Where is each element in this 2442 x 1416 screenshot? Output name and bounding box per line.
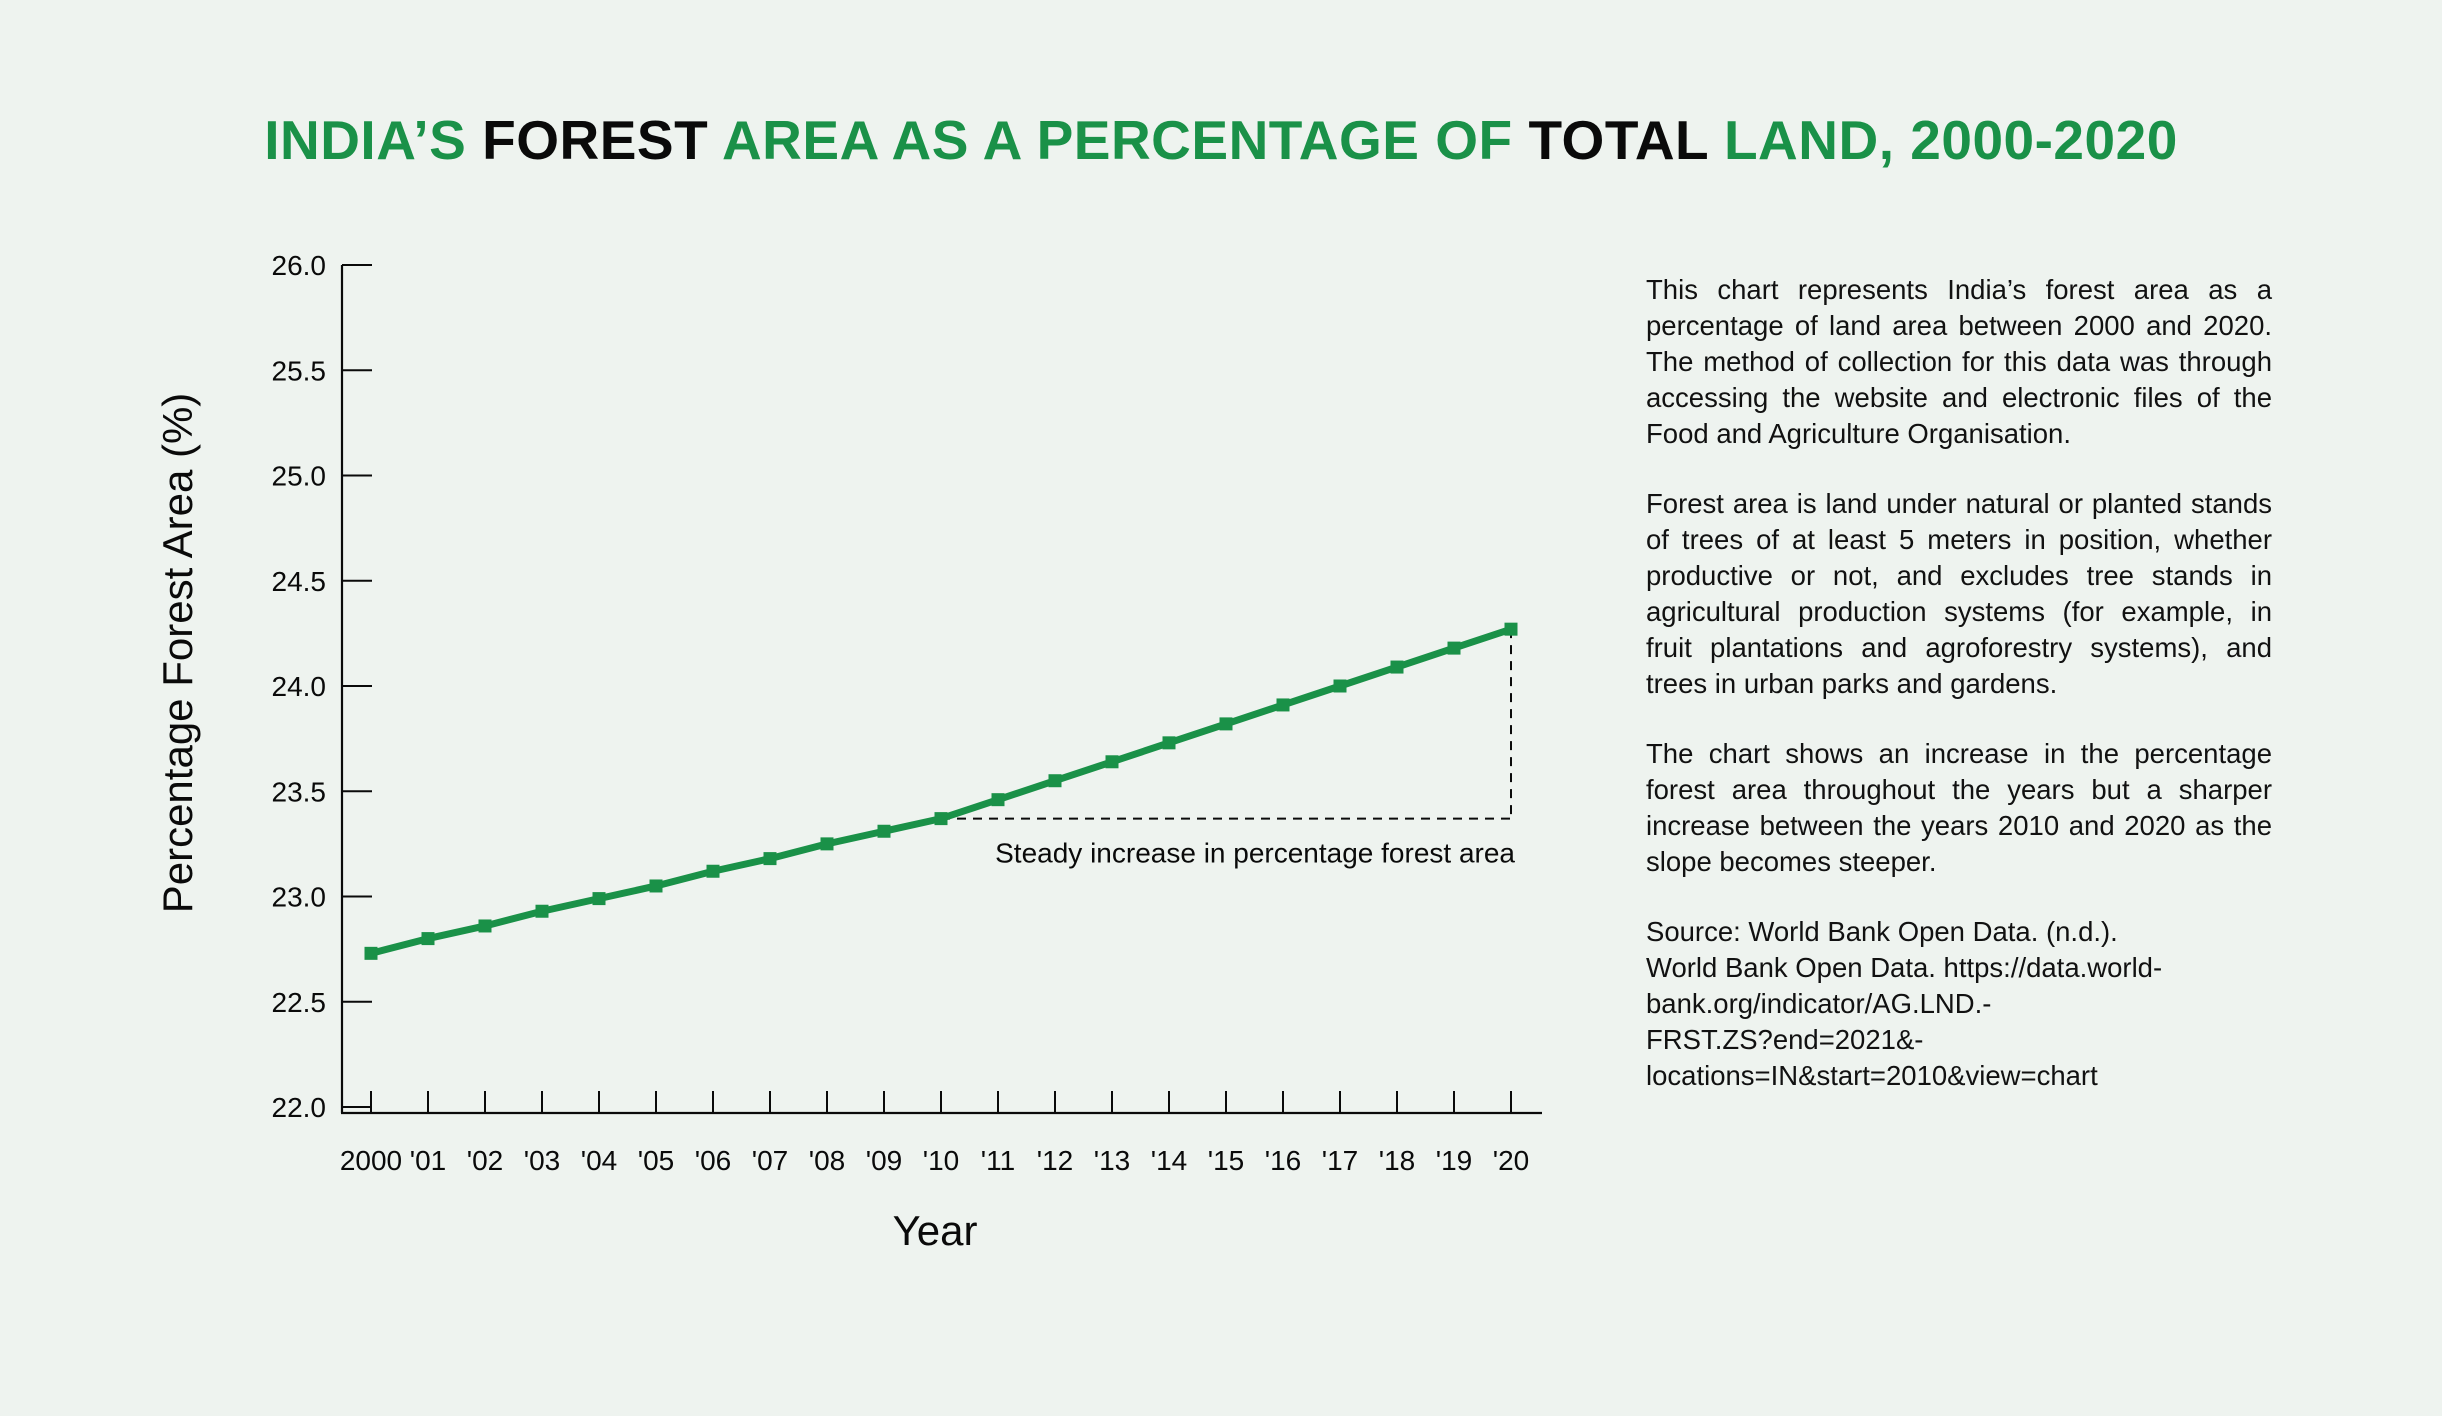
description-panel: This chart represents India’s forest are…	[1646, 272, 2272, 1094]
x-tick-label: '01	[410, 1145, 447, 1176]
source-line: locations=IN&start=2010&view=chart	[1646, 1060, 2098, 1091]
x-tick-label: '16	[1265, 1145, 1302, 1176]
data-point	[1390, 660, 1404, 674]
x-tick-label: '20	[1493, 1145, 1530, 1176]
data-point	[1504, 622, 1518, 636]
y-axis-title: Percentage Forest Area (%)	[154, 393, 201, 914]
x-tick-label: '17	[1322, 1145, 1359, 1176]
title-part: TOTAL	[1528, 109, 1709, 171]
data-point	[649, 879, 663, 893]
y-tick-label: 25.0	[272, 461, 327, 492]
x-tick-label: '04	[581, 1145, 618, 1176]
x-tick-label: '09	[866, 1145, 903, 1176]
x-tick-label: '15	[1208, 1145, 1245, 1176]
data-point	[763, 852, 777, 866]
data-point	[421, 932, 435, 946]
x-tick-label: '03	[524, 1145, 561, 1176]
series-line	[370, 625, 1513, 957]
data-point	[1447, 641, 1461, 655]
y-tick-label: 24.5	[272, 566, 327, 597]
x-tick-label: '12	[1037, 1145, 1074, 1176]
source-citation: Source: World Bank Open Data. (n.d.). Wo…	[1646, 914, 2272, 1094]
data-point	[1162, 736, 1176, 750]
data-point	[934, 812, 948, 826]
x-tick-label: '05	[638, 1145, 675, 1176]
data-point	[1219, 717, 1233, 731]
source-line: FRST.ZS?end=2021&-	[1646, 1024, 1924, 1055]
data-point	[1048, 774, 1062, 788]
x-tick-label: '06	[695, 1145, 732, 1176]
data-point	[991, 793, 1005, 807]
x-tick-label: '19	[1436, 1145, 1473, 1176]
source-line: World Bank Open Data. https://data.world…	[1646, 952, 2163, 983]
data-point	[1333, 679, 1347, 693]
x-tick-label: '13	[1094, 1145, 1131, 1176]
data-point	[364, 946, 378, 960]
data-point	[820, 837, 834, 851]
y-tick-label: 24.0	[272, 671, 327, 702]
data-point	[1276, 698, 1290, 712]
x-tick-label: '14	[1151, 1145, 1188, 1176]
data-point	[592, 892, 606, 906]
x-tick-label: '10	[923, 1145, 960, 1176]
y-tick-label: 23.5	[272, 776, 327, 807]
x-tick-label: '08	[809, 1145, 846, 1176]
title-part: INDIA’S	[264, 109, 483, 171]
y-tick-label: 22.5	[272, 987, 327, 1018]
title-part: LAND, 2000-2020	[1708, 109, 2178, 171]
chart-title: INDIA’S FOREST AREA AS A PERCENTAGE OF T…	[0, 108, 2442, 172]
x-tick-label: '18	[1379, 1145, 1416, 1176]
data-point	[478, 919, 492, 933]
data-point	[1105, 755, 1119, 769]
x-axis-title: Year	[893, 1207, 978, 1254]
title-part: FOREST	[482, 109, 709, 171]
y-tick-label: 26.0	[272, 250, 327, 281]
source-line: Source: World Bank Open Data. (n.d.).	[1646, 916, 2118, 947]
data-point	[877, 824, 891, 838]
data-point	[706, 864, 720, 878]
description-paragraph-2: Forest area is land under natural or pla…	[1646, 488, 2272, 699]
source-line: bank.org/indicator/AG.LND.-	[1646, 988, 1992, 1019]
x-tick-label: 2000	[340, 1145, 402, 1176]
description-paragraph-1: This chart represents India’s forest are…	[1646, 274, 2272, 449]
x-tick-label: '11	[981, 1145, 1015, 1176]
x-tick-label: '02	[467, 1145, 504, 1176]
x-tick-label: '07	[752, 1145, 789, 1176]
y-tick-label: 22.0	[272, 1092, 327, 1123]
data-point	[535, 904, 549, 918]
y-tick-label: 23.0	[272, 882, 327, 913]
annotation-label: Steady increase in percentage forest are…	[995, 838, 1515, 869]
description-paragraph-3: The chart shows an increase in the perce…	[1646, 738, 2272, 877]
y-tick-label: 25.5	[272, 355, 327, 386]
title-part: AREA AS A PERCENTAGE OF	[708, 109, 1529, 171]
